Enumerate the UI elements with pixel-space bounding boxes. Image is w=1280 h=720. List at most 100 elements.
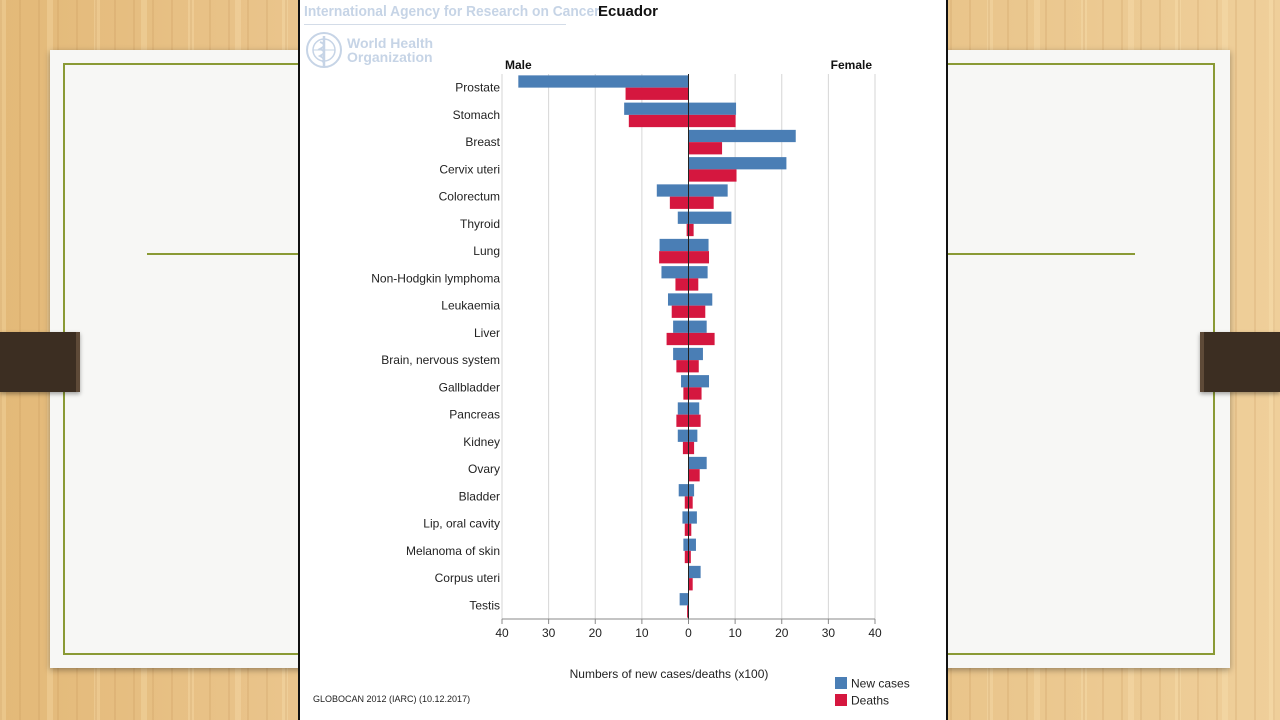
who-name-line1: World Health bbox=[347, 35, 434, 51]
female-label: Female bbox=[831, 58, 873, 72]
x-tick-label: 0 bbox=[685, 626, 692, 640]
category-label: Stomach bbox=[453, 108, 500, 122]
bar-male-deaths bbox=[682, 441, 689, 455]
bar-male-deaths bbox=[669, 196, 689, 209]
category-label: Breast bbox=[465, 135, 500, 149]
source-footer: GLOBOCAN 2012 (IARC) (10.12.2017) bbox=[313, 694, 471, 704]
category-label: Lip, oral cavity bbox=[423, 517, 500, 531]
bar-male-new-cases bbox=[656, 184, 689, 197]
category-label: Lung bbox=[473, 244, 500, 258]
who-emblem-icon bbox=[306, 32, 342, 68]
x-tick-label: 30 bbox=[542, 626, 556, 640]
slide-tab-right bbox=[1200, 332, 1280, 392]
bar-male-new-cases bbox=[677, 429, 689, 442]
agency-underline bbox=[304, 24, 566, 25]
bar-male-deaths bbox=[659, 251, 689, 264]
bar-female-new-cases bbox=[688, 320, 707, 333]
bar-male-new-cases bbox=[661, 266, 689, 279]
legend-label: New cases bbox=[851, 677, 910, 691]
bar-female-deaths bbox=[688, 360, 699, 373]
chart-panel bbox=[298, 0, 948, 720]
bar-female-deaths bbox=[688, 278, 699, 291]
bar-female-new-cases bbox=[688, 184, 728, 197]
bar-male-new-cases bbox=[677, 402, 689, 415]
category-label: Brain, nervous system bbox=[381, 353, 500, 367]
category-label: Thyroid bbox=[460, 217, 500, 231]
bar-male-deaths bbox=[686, 223, 689, 237]
category-label: Ovary bbox=[468, 462, 500, 476]
bar-male-deaths bbox=[671, 305, 689, 318]
bar-male-new-cases bbox=[682, 511, 689, 524]
bar-female-deaths bbox=[688, 169, 737, 182]
bar-female-deaths bbox=[688, 414, 701, 427]
bar-female-new-cases bbox=[688, 565, 701, 579]
bar-male-deaths bbox=[676, 414, 689, 427]
legend-swatch bbox=[835, 694, 847, 706]
who-name: World Health Organization bbox=[347, 36, 437, 64]
chart-bars bbox=[518, 75, 796, 618]
category-label: Non-Hodgkin lymphoma bbox=[371, 271, 500, 285]
bar-female-deaths bbox=[688, 305, 706, 318]
bar-female-new-cases bbox=[688, 538, 696, 551]
bar-male-deaths bbox=[625, 87, 689, 100]
bar-female-deaths bbox=[688, 114, 736, 128]
country-title: Ecuador bbox=[598, 3, 659, 20]
bar-female-new-cases bbox=[688, 238, 709, 252]
bar-female-new-cases bbox=[688, 211, 732, 224]
category-label: Melanoma of skin bbox=[406, 544, 500, 558]
bar-female-deaths bbox=[688, 550, 691, 564]
x-axis-title: Numbers of new cases/deaths (x100) bbox=[570, 667, 769, 681]
bar-female-deaths bbox=[688, 142, 723, 155]
bar-female-new-cases bbox=[688, 375, 710, 388]
x-tick-label: 10 bbox=[635, 626, 649, 640]
bar-female-deaths bbox=[688, 523, 692, 536]
bar-female-new-cases bbox=[688, 347, 703, 361]
x-tick-label: 20 bbox=[589, 626, 603, 640]
bar-male-deaths bbox=[683, 387, 689, 400]
bar-female-deaths bbox=[688, 223, 694, 237]
slide-rule-right bbox=[948, 253, 1135, 255]
x-tick-label: 40 bbox=[868, 626, 882, 640]
bar-male-deaths bbox=[676, 360, 689, 373]
bar-male-deaths bbox=[684, 550, 689, 564]
x-tick-label: 40 bbox=[495, 626, 509, 640]
chart-grid bbox=[501, 74, 876, 619]
category-label: Liver bbox=[474, 326, 500, 340]
x-axis-ticks: 40 30 20 10 0 10 20 30 40 bbox=[495, 619, 882, 640]
bar-female-new-cases bbox=[688, 129, 796, 143]
category-label: Pancreas bbox=[449, 408, 500, 422]
bar-female-deaths bbox=[688, 441, 695, 455]
bar-female-new-cases bbox=[688, 266, 708, 279]
bar-male-new-cases bbox=[673, 320, 689, 333]
bar-male-deaths bbox=[684, 523, 689, 536]
bar-female-new-cases bbox=[688, 429, 698, 442]
male-label: Male bbox=[505, 58, 532, 72]
bar-male-new-cases bbox=[683, 538, 689, 551]
bar-male-new-cases bbox=[678, 484, 689, 497]
bar-male-new-cases bbox=[673, 347, 689, 361]
who-name-line2: Organization bbox=[347, 49, 433, 65]
slide-rule-left bbox=[147, 253, 300, 255]
bar-male-deaths bbox=[666, 332, 689, 346]
bar-female-deaths bbox=[688, 496, 693, 509]
bar-male-new-cases bbox=[624, 102, 689, 115]
legend-swatch bbox=[835, 677, 847, 689]
bar-female-deaths bbox=[688, 469, 700, 482]
bar-female-new-cases bbox=[688, 484, 695, 497]
category-labels: Prostate Stomach Breast Cervix uteri Colorec… bbox=[371, 81, 500, 613]
chart-legend: New cases Deaths bbox=[835, 677, 910, 708]
bar-male-new-cases bbox=[681, 375, 689, 388]
bar-female-new-cases bbox=[688, 102, 737, 115]
x-tick-label: 30 bbox=[822, 626, 836, 640]
bar-male-new-cases bbox=[518, 75, 689, 88]
category-label: Bladder bbox=[459, 489, 500, 503]
category-label: Testis bbox=[469, 598, 500, 612]
bar-male-new-cases bbox=[659, 238, 689, 252]
bar-male-new-cases bbox=[667, 293, 689, 306]
bar-male-deaths bbox=[687, 605, 689, 618]
category-label: Gallbladder bbox=[439, 380, 500, 394]
bar-female-deaths bbox=[688, 251, 710, 264]
bar-male-deaths bbox=[675, 278, 689, 291]
bar-female-deaths bbox=[688, 578, 693, 591]
bar-male-deaths bbox=[628, 114, 689, 128]
